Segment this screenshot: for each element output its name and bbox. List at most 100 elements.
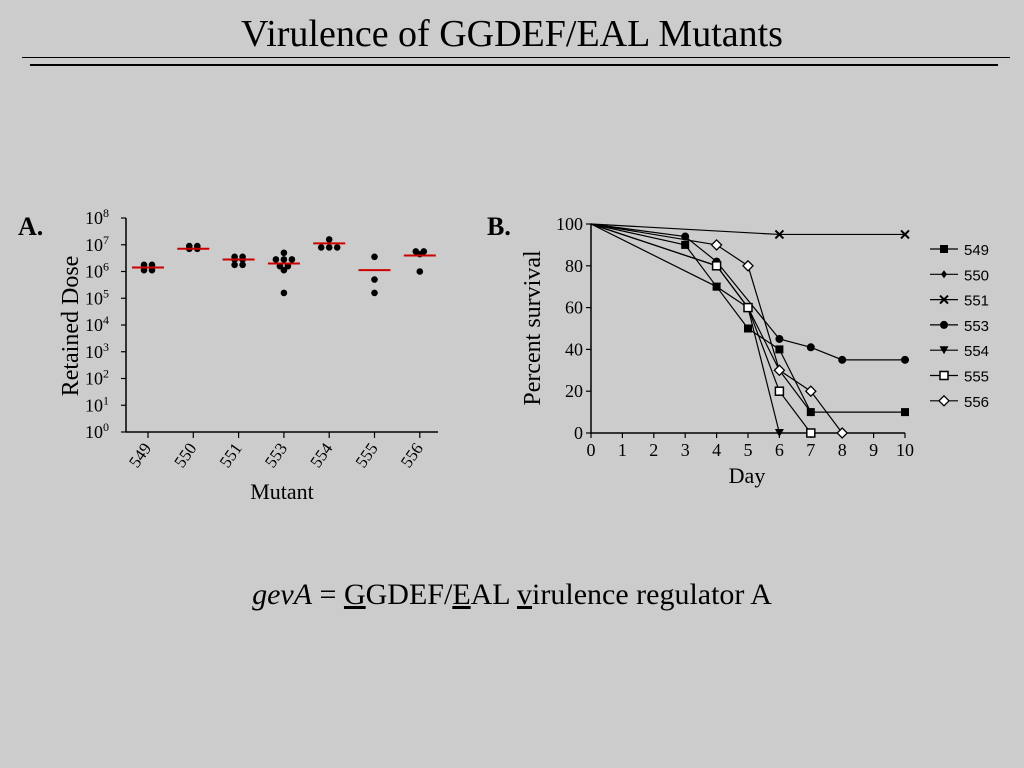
panel-b-y-tick-label: 40 xyxy=(565,339,583,359)
series-549-line xyxy=(590,223,905,413)
panel-b-x-tick-label: 3 xyxy=(681,440,690,460)
panel-b-x-tick-label: 10 xyxy=(896,440,914,460)
series-556-point xyxy=(710,238,723,251)
series-549-point xyxy=(901,408,909,417)
legend-marker xyxy=(939,294,949,305)
legend-entry-555: 555 xyxy=(930,369,989,386)
panel-a-x-tick-label: 551 xyxy=(216,439,246,471)
panel-a-x-tick-label: 553 xyxy=(261,439,291,471)
panel-a-data-point xyxy=(280,249,288,257)
series-555-point xyxy=(774,386,785,396)
acronym-letter-e: E xyxy=(452,578,471,611)
series-551-point xyxy=(774,229,785,240)
panel-a-x-tick-label: 555 xyxy=(352,439,382,471)
panel-a-label: A. xyxy=(18,212,43,241)
panel-a-y-axis-title: Retained Dose xyxy=(58,256,84,397)
legend-entry-549: 549 xyxy=(930,242,989,259)
legend-entry-554: 554 xyxy=(930,343,989,360)
panel-a-y-tick-label: 101 xyxy=(85,393,109,415)
series-553-point xyxy=(806,343,815,352)
legend-entry-556: 556 xyxy=(930,394,989,411)
legend-label: 551 xyxy=(964,293,989,310)
title-rule-top xyxy=(22,57,1010,58)
panel-b-y-tick-label: 100 xyxy=(556,214,583,234)
panel-b-x-ticks: 0 1 2 3 4 5 6 7 8 9 10 xyxy=(587,433,914,460)
panel-a-y-tick-label: 106 xyxy=(85,260,109,282)
panel-a-data-point xyxy=(140,266,148,274)
series-551 xyxy=(590,223,910,240)
panel-a-data-point xyxy=(272,256,280,263)
panel-a-data-point xyxy=(239,261,246,269)
panel-b-x-tick-label: 7 xyxy=(806,440,815,460)
legend-label: 549 xyxy=(964,242,989,259)
legend-label: 556 xyxy=(964,394,989,411)
legend-label: 555 xyxy=(964,369,989,386)
series-549 xyxy=(590,223,909,417)
series-550-point xyxy=(807,408,814,417)
acronym-letter-g: G xyxy=(343,578,366,611)
slide-title: Virulence of GGDEF/EAL Mutants xyxy=(241,13,783,55)
panel-b-x-tick-label: 6 xyxy=(775,440,784,460)
panel-b-y-tick-label: 80 xyxy=(565,256,583,276)
panel-a-data-point xyxy=(325,244,333,251)
series-555-point xyxy=(743,302,753,313)
panel-a-chart: A. Retained Dose Mutant 1001011021031041… xyxy=(18,206,438,504)
legend-marker xyxy=(940,245,948,253)
panel-a-y-tick-label: 105 xyxy=(85,286,109,308)
panel-a-x-ticks: 549 550 551 553 554 555 556 xyxy=(125,432,427,471)
acronym-rest-eal: AL xyxy=(470,578,518,611)
panel-a-data-point xyxy=(284,262,292,270)
series-553 xyxy=(590,223,909,364)
panel-b-legend: 549 550 551 553 554 555 556 xyxy=(930,242,989,411)
panel-a-x-tick-label: 556 xyxy=(397,439,427,471)
legend-marker xyxy=(939,370,949,381)
series-555 xyxy=(590,223,816,438)
series-555-point xyxy=(806,428,816,438)
panel-b-y-axis-title: Percent survival xyxy=(520,250,546,406)
series-556-point xyxy=(836,427,849,439)
panel-b-y-tick-label: 20 xyxy=(565,381,583,401)
panel-a-points xyxy=(132,236,436,297)
panel-a-data-point xyxy=(333,244,341,251)
panel-a-data-point xyxy=(371,253,378,261)
panel-a-data-point xyxy=(140,261,148,269)
panel-a-y-tick-label: 104 xyxy=(85,313,109,335)
legend-label: 554 xyxy=(964,343,989,360)
series-553-point xyxy=(775,334,784,343)
panel-b-x-tick-label: 9 xyxy=(869,440,878,460)
series-551-line xyxy=(590,223,905,236)
panel-a-y-tick-label: 107 xyxy=(85,233,109,255)
panel-a-data-point xyxy=(231,261,238,269)
panel-a-data-point xyxy=(325,236,333,243)
legend-entry-551: 551 xyxy=(930,293,989,310)
panel-a-data-point xyxy=(371,289,378,297)
acronym-rest-ggdef: GDEF/ xyxy=(365,578,453,611)
panel-a-data-point xyxy=(416,268,424,275)
panel-b-label: B. xyxy=(487,212,511,241)
panel-a-data-point xyxy=(280,266,288,274)
equals-sign: = xyxy=(312,578,344,611)
panel-b-chart: B. Percent survival Day 0 20 40 60 80 100 0 1 2… xyxy=(487,212,989,488)
panel-a-data-point xyxy=(280,256,288,263)
panel-b-x-tick-label: 2 xyxy=(649,440,658,460)
panel-b-x-axis-title: Day xyxy=(729,463,766,488)
series-556 xyxy=(590,223,849,439)
series-556-line xyxy=(590,223,843,434)
panel-a-x-axis-title: Mutant xyxy=(250,479,314,504)
series-555-point xyxy=(711,261,722,271)
series-556-point xyxy=(742,259,754,272)
panel-a-y-ticks: 100 101 102 103 104 105 106 107 108 xyxy=(85,206,126,442)
panel-a-x-tick-label: 554 xyxy=(306,439,336,471)
panel-b-y-tick-label: 0 xyxy=(574,423,583,443)
series-553-point xyxy=(838,355,847,364)
panel-b-y-tick-label: 60 xyxy=(565,298,583,318)
panel-a-data-point xyxy=(148,261,156,269)
title-rule-bottom xyxy=(30,64,998,66)
acronym-rest-virulence: irulence regulator A xyxy=(532,578,772,611)
panel-a-data-point xyxy=(317,244,325,251)
panel-b-x-tick-label: 4 xyxy=(712,440,721,460)
legend-entry-553: 553 xyxy=(930,318,989,335)
legend-label: 553 xyxy=(964,318,989,335)
panel-b-x-tick-label: 1 xyxy=(618,440,627,460)
